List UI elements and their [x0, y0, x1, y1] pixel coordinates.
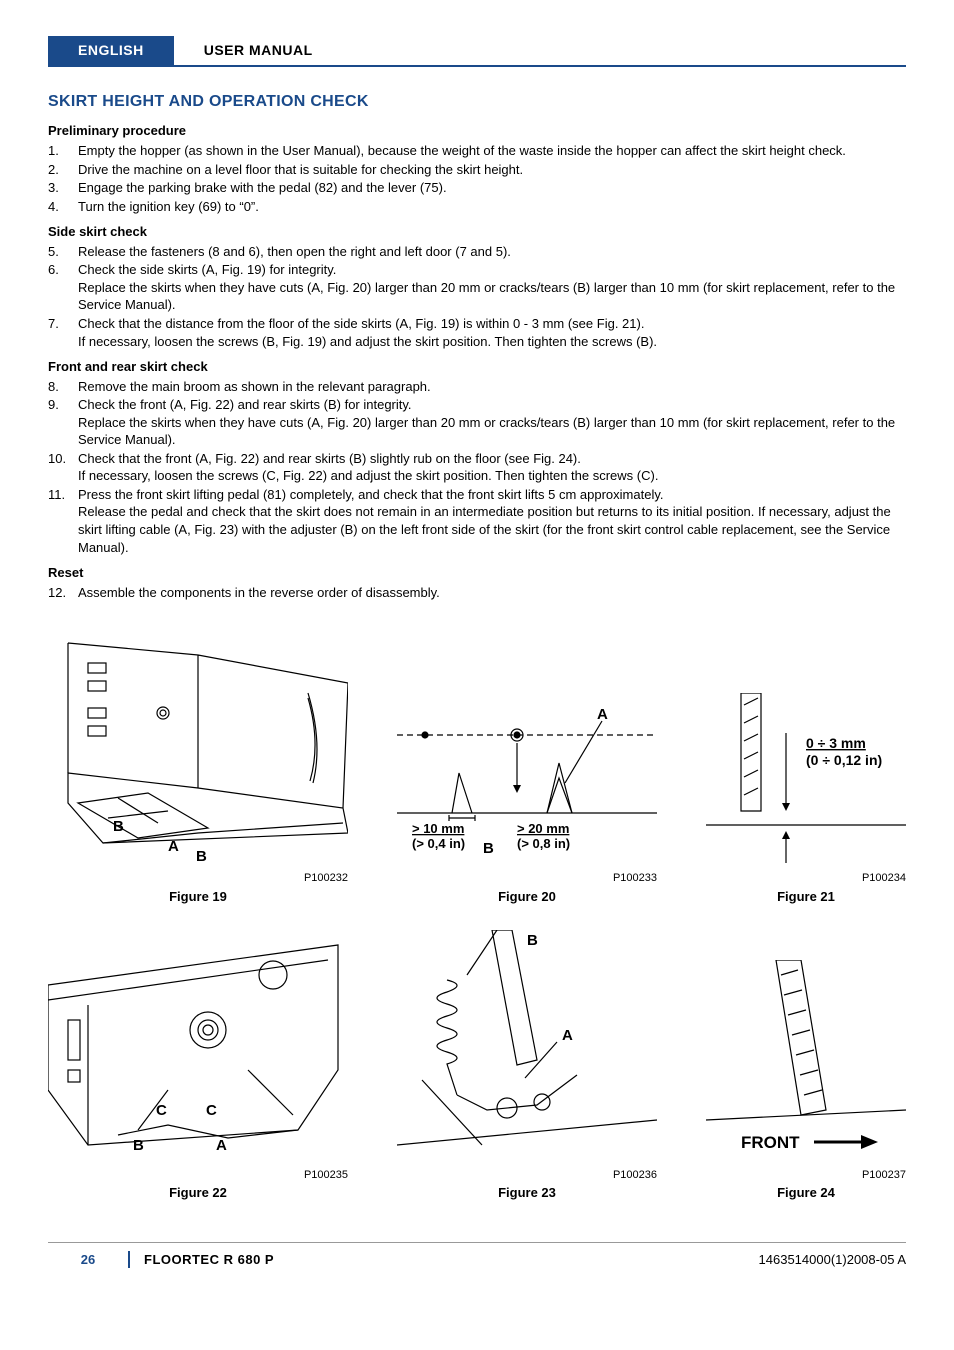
fig21-caption: Figure 21: [706, 888, 906, 906]
fig24-front-label: FRONT: [741, 1133, 800, 1152]
step-number: 8.: [48, 378, 78, 396]
step-text: Press the front skirt lifting pedal (81)…: [78, 486, 906, 556]
step-text: Drive the machine on a level floor that …: [78, 161, 906, 179]
section-heading: Front and rear skirt check: [48, 358, 906, 376]
procedure-step: 8.Remove the main broom as shown in the …: [48, 378, 906, 396]
figure-23: B A: [397, 930, 657, 1160]
step-number: 6.: [48, 261, 78, 314]
fig24-caption: Figure 24: [706, 1184, 906, 1202]
procedure-step: 6.Check the side skirts (A, Fig. 19) for…: [48, 261, 906, 314]
fig22-b: B: [133, 1137, 144, 1154]
procedure-list: 12.Assemble the components in the revers…: [48, 584, 906, 602]
step-text: Remove the main broom as shown in the re…: [78, 378, 906, 396]
procedure-list: 1.Empty the hopper (as shown in the User…: [48, 142, 906, 215]
fig20-code: P100233: [397, 871, 657, 886]
fig22-code: P100235: [48, 1168, 348, 1183]
step-text: Turn the ignition key (69) to “0”.: [78, 198, 906, 216]
procedure-step: 9.Check the front (A, Fig. 22) and rear …: [48, 396, 906, 449]
fig23-caption: Figure 23: [397, 1184, 657, 1202]
figure-22: C C B A: [48, 930, 348, 1160]
figure-24: FRONT: [706, 960, 906, 1160]
step-number: 4.: [48, 198, 78, 216]
section-heading: Side skirt check: [48, 223, 906, 241]
model-name: FLOORTEC R 680 P: [128, 1251, 759, 1269]
document-number: 1463514000(1)2008-05 A: [759, 1251, 906, 1269]
step-text: Check that the front (A, Fig. 22) and re…: [78, 450, 906, 485]
step-text: Check the side skirts (A, Fig. 19) for i…: [78, 261, 906, 314]
step-text: Empty the hopper (as shown in the User M…: [78, 142, 906, 160]
section-heading: Reset: [48, 564, 906, 582]
step-number: 2.: [48, 161, 78, 179]
header-bar: ENGLISH USER MANUAL: [48, 36, 906, 67]
procedure-sections: Preliminary procedure 1.Empty the hopper …: [48, 122, 906, 601]
front-arrow: FRONT: [741, 1133, 878, 1152]
procedure-step: 7.Check that the distance from the floor…: [48, 315, 906, 350]
figures-area: B A B: [48, 633, 906, 1202]
fig23-code: P100236: [397, 1168, 657, 1183]
figure-19: B A B: [48, 633, 348, 863]
step-text: Assemble the components in the reverse o…: [78, 584, 906, 602]
header-language: ENGLISH: [48, 36, 174, 65]
figure-row-1-codes: P100232 P100233 P100234: [48, 871, 906, 886]
fig19-label-b1: B: [113, 818, 124, 835]
fig22-a: A: [216, 1137, 227, 1154]
header-section: USER MANUAL: [174, 36, 343, 65]
fig21-dim1: 0 ÷ 3 mm: [806, 735, 866, 751]
step-number: 9.: [48, 396, 78, 449]
procedure-list: 8.Remove the main broom as shown in the …: [48, 378, 906, 556]
fig21-code: P100234: [706, 871, 906, 886]
figure-21: 0 ÷ 3 mm (0 ÷ 0,12 in): [706, 693, 906, 863]
fig19-label-b2: B: [196, 848, 207, 863]
fig23-b: B: [527, 932, 538, 949]
figure-row-1: B A B: [48, 633, 906, 863]
procedure-step: 1.Empty the hopper (as shown in the User…: [48, 142, 906, 160]
fig19-label-a: A: [168, 838, 179, 855]
page-footer: 26 FLOORTEC R 680 P 1463514000(1)2008-05…: [48, 1242, 906, 1269]
procedure-step: 2.Drive the machine on a level floor tha…: [48, 161, 906, 179]
procedure-step: 11.Press the front skirt lifting pedal (…: [48, 486, 906, 556]
procedure-step: 4.Turn the ignition key (69) to “0”.: [48, 198, 906, 216]
page-number: 26: [48, 1251, 128, 1269]
page-title: SKIRT HEIGHT AND OPERATION CHECK: [48, 91, 906, 113]
figure-row-2: C C B A B A: [48, 930, 906, 1160]
procedure-list: 5.Release the fasteners (8 and 6), then …: [48, 243, 906, 350]
figure-row-2-captions: Figure 22 Figure 23 Figure 24: [48, 1184, 906, 1202]
procedure-step: 3.Engage the parking brake with the peda…: [48, 179, 906, 197]
fig22-c1: C: [156, 1102, 167, 1119]
step-number: 7.: [48, 315, 78, 350]
step-number: 12.: [48, 584, 78, 602]
step-number: 3.: [48, 179, 78, 197]
figure-row-1-captions: Figure 19 Figure 20 Figure 21: [48, 888, 906, 906]
procedure-step: 10.Check that the front (A, Fig. 22) and…: [48, 450, 906, 485]
step-text: Check that the distance from the floor o…: [78, 315, 906, 350]
fig24-code: P100237: [706, 1168, 906, 1183]
fig22-c2: C: [206, 1102, 217, 1119]
fig20-label-b: B: [483, 840, 494, 857]
step-text: Release the fasteners (8 and 6), then op…: [78, 243, 906, 261]
fig20-label-a: A: [597, 706, 608, 723]
step-number: 10.: [48, 450, 78, 485]
fig20-dim2a: > 20 mm: [517, 821, 569, 836]
section-heading: Preliminary procedure: [48, 122, 906, 140]
procedure-step: 5.Release the fasteners (8 and 6), then …: [48, 243, 906, 261]
figure-row-2-codes: P100235 P100236 P100237: [48, 1168, 906, 1183]
step-number: 11.: [48, 486, 78, 556]
step-text: Engage the parking brake with the pedal …: [78, 179, 906, 197]
figure-20: A B > 10 mm (> 0,4 in) > 20 mm (> 0,8 in…: [397, 703, 657, 863]
fig20-dim1b: (> 0,4 in): [412, 836, 465, 851]
step-text: Check the front (A, Fig. 22) and rear sk…: [78, 396, 906, 449]
procedure-step: 12.Assemble the components in the revers…: [48, 584, 906, 602]
fig20-dim1a: > 10 mm: [412, 821, 464, 836]
step-number: 1.: [48, 142, 78, 160]
step-number: 5.: [48, 243, 78, 261]
fig21-dim2: (0 ÷ 0,12 in): [806, 752, 882, 768]
fig19-code: P100232: [48, 871, 348, 886]
fig20-caption: Figure 20: [397, 888, 657, 906]
fig19-caption: Figure 19: [48, 888, 348, 906]
fig22-caption: Figure 22: [48, 1184, 348, 1202]
fig23-a: A: [562, 1027, 573, 1044]
fig20-dim2b: (> 0,8 in): [517, 836, 570, 851]
